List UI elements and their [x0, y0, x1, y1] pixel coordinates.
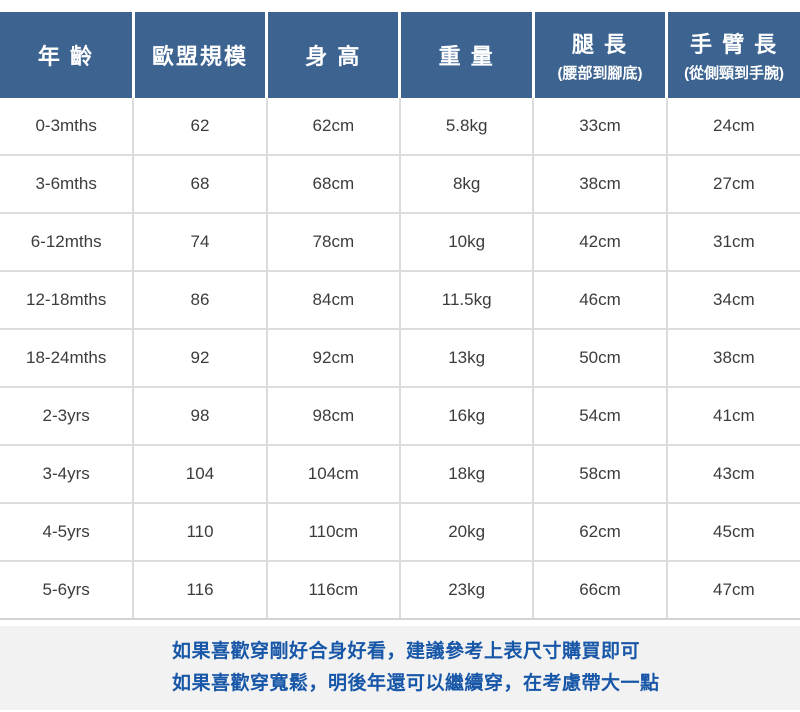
header-row: 年 齡 歐盟規模 身 高 重 量 腿 長 (腰部到腳底) 手 臂 長 (從側頸到 [0, 12, 800, 98]
table-cell: 34cm [665, 270, 800, 329]
table-cell: 41cm [665, 386, 800, 445]
column-header-eu-size: 歐盟規模 [131, 12, 267, 98]
column-header-subtitle: (腰部到腳底) [557, 65, 643, 82]
table-header: 年 齡 歐盟規模 身 高 重 量 腿 長 (腰部到腳底) 手 臂 長 (從側頸到 [0, 12, 800, 98]
table-cell: 116 [132, 560, 267, 620]
table-cell: 62 [132, 98, 267, 155]
table-cell: 24cm [665, 98, 800, 155]
table-cell: 98cm [265, 386, 400, 445]
table-cell: 62cm [532, 502, 667, 561]
table-cell: 66cm [532, 560, 667, 620]
table-cell: 18kg [398, 444, 534, 503]
table-cell: 33cm [532, 98, 667, 155]
sizing-advice-note: 如果喜歡穿剛好合身好看，建議參考上表尺寸購買即可 如果喜歡穿寬鬆，明後年還可以繼… [0, 626, 800, 710]
column-header-height: 身 高 [265, 12, 400, 98]
column-header-label: 身 高 [305, 44, 362, 69]
table-cell: 18-24mths [0, 328, 134, 387]
table-body: 0-3mths 62 62cm 5.8kg 33cm 24cm 3-6mths … [0, 98, 800, 620]
table-row: 3-6mths 68 68cm 8kg 38cm 27cm [0, 154, 800, 213]
table-cell: 46cm [532, 270, 667, 329]
top-spacer [0, 0, 800, 12]
table-cell: 6-12mths [0, 212, 134, 271]
table-cell: 38cm [532, 154, 667, 213]
column-header-label: 手 臂 長 [689, 32, 779, 57]
table-cell: 10kg [398, 212, 534, 271]
table-cell: 74 [132, 212, 267, 271]
column-header-label: 腿 長 [571, 32, 629, 57]
table-cell: 23kg [398, 560, 534, 620]
table-cell: 11.5kg [398, 270, 534, 329]
table-cell: 43cm [665, 444, 800, 503]
table-cell: 92cm [265, 328, 400, 387]
table-cell: 12-18mths [0, 270, 134, 329]
size-chart-table: 年 齡 歐盟規模 身 高 重 量 腿 長 (腰部到腳底) 手 臂 長 (從側頸到 [0, 12, 800, 620]
column-header-arm-length: 手 臂 長 (從側頸到手腕) [665, 12, 800, 98]
table-cell: 84cm [265, 270, 400, 329]
table-row: 0-3mths 62 62cm 5.8kg 33cm 24cm [0, 98, 800, 155]
table-cell: 86 [132, 270, 267, 329]
table-cell: 104 [132, 444, 267, 503]
table-cell: 110 [132, 502, 267, 561]
table-row: 6-12mths 74 78cm 10kg 42cm 31cm [0, 212, 800, 271]
column-header-leg-length: 腿 長 (腰部到腳底) [531, 12, 667, 98]
table-cell: 42cm [532, 212, 667, 271]
table-row: 3-4yrs 104 104cm 18kg 58cm 43cm [0, 444, 800, 503]
column-header-label: 歐盟規模 [151, 44, 248, 69]
table-cell: 27cm [665, 154, 800, 213]
table-cell: 0-3mths [0, 98, 134, 155]
table-cell: 54cm [532, 386, 667, 445]
column-header-age: 年 齡 [0, 12, 134, 98]
table-cell: 5.8kg [398, 98, 534, 155]
column-header-label: 年 齡 [37, 44, 94, 69]
column-header-weight: 重 量 [398, 12, 534, 98]
table-cell: 5-6yrs [0, 560, 134, 620]
table-cell: 3-4yrs [0, 444, 134, 503]
table-row: 12-18mths 86 84cm 11.5kg 46cm 34cm [0, 270, 800, 329]
table-cell: 31cm [665, 212, 800, 271]
table-cell: 38cm [665, 328, 800, 387]
table-cell: 4-5yrs [0, 502, 134, 561]
table-row: 2-3yrs 98 98cm 16kg 54cm 41cm [0, 386, 800, 445]
column-header-subtitle: (從側頸到手腕) [684, 65, 785, 82]
table-cell: 68cm [265, 154, 400, 213]
table-cell: 13kg [398, 328, 534, 387]
note-line-1: 如果喜歡穿剛好合身好看，建議參考上表尺寸購買即可 [172, 641, 641, 662]
table-cell: 2-3yrs [0, 386, 134, 445]
table-cell: 20kg [398, 502, 534, 561]
table-cell: 104cm [265, 444, 400, 503]
table-cell: 3-6mths [0, 154, 134, 213]
table-cell: 78cm [265, 212, 400, 271]
table-cell: 47cm [665, 560, 800, 620]
table-cell: 58cm [532, 444, 667, 503]
table-cell: 45cm [665, 502, 800, 561]
table-row: 4-5yrs 110 110cm 20kg 62cm 45cm [0, 502, 800, 561]
table-cell: 98 [132, 386, 267, 445]
table-cell: 62cm [265, 98, 400, 155]
table-cell: 110cm [265, 502, 400, 561]
table-cell: 116cm [265, 560, 400, 620]
table-row: 5-6yrs 116 116cm 23kg 66cm 47cm [0, 560, 800, 620]
column-header-label: 重 量 [438, 44, 495, 69]
table-cell: 8kg [398, 154, 534, 213]
table-cell: 92 [132, 328, 267, 387]
table-cell: 68 [132, 154, 267, 213]
note-line-2: 如果喜歡穿寬鬆，明後年還可以繼續穿，在考慮帶大一點 [172, 673, 660, 694]
table-footer-spacer [0, 620, 800, 626]
table-row: 18-24mths 92 92cm 13kg 50cm 38cm [0, 328, 800, 387]
table-cell: 16kg [398, 386, 534, 445]
table-cell: 50cm [532, 328, 667, 387]
